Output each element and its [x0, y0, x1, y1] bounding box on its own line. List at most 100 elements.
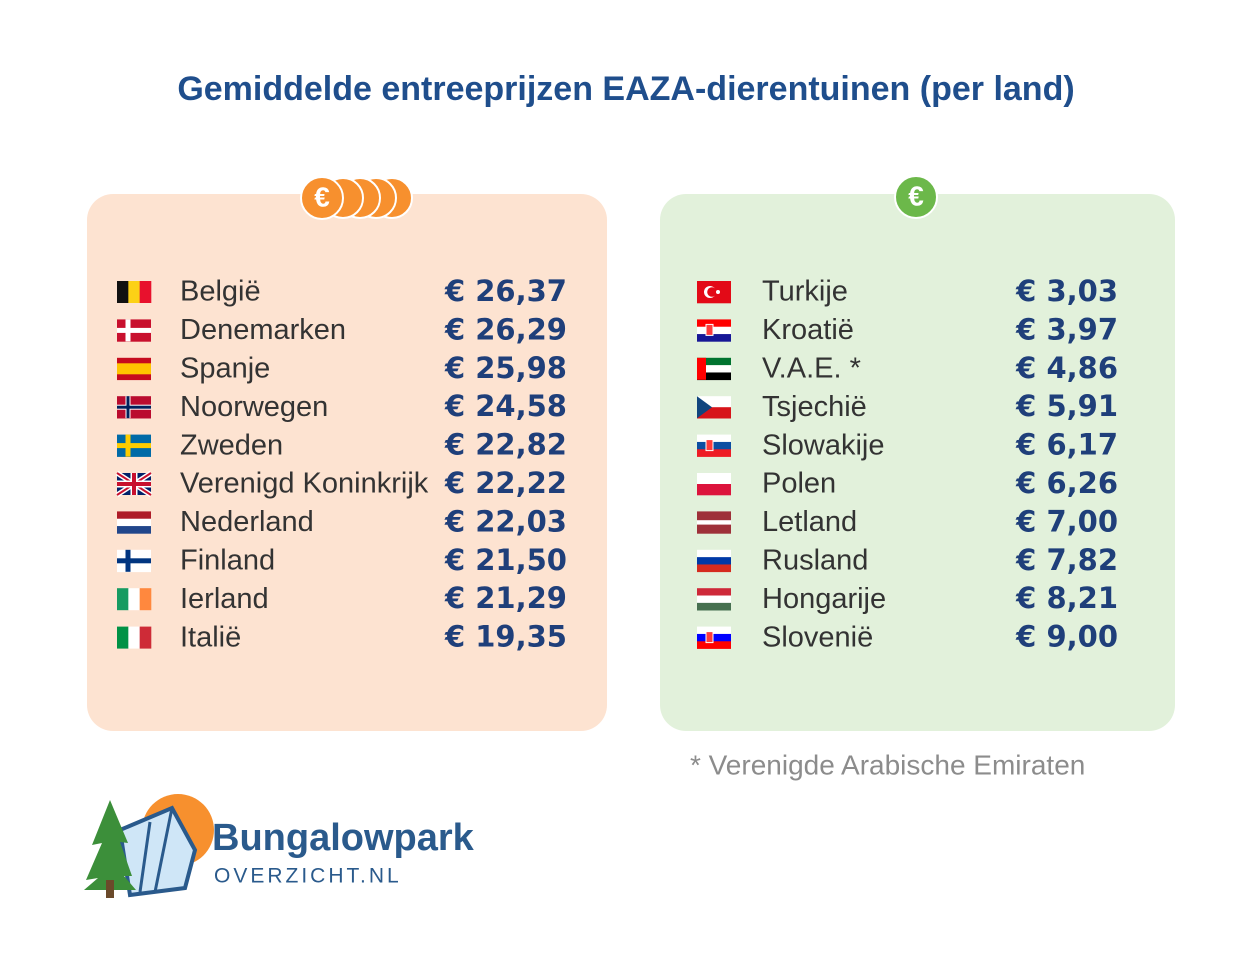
- flag: [697, 434, 731, 457]
- flag-part: [697, 520, 731, 525]
- flag-part: [117, 327, 151, 333]
- price: € 21,29: [444, 581, 567, 615]
- price: € 22,82: [444, 428, 567, 462]
- flag: [117, 319, 151, 342]
- flag: [117, 511, 151, 534]
- flag-part: [697, 396, 712, 419]
- price: € 21,50: [444, 543, 567, 577]
- flag-part: [128, 626, 140, 649]
- flag: [697, 549, 731, 573]
- country-name: Slovenië: [762, 621, 873, 653]
- flag-part: [697, 633, 731, 642]
- country-name: Spanje: [180, 352, 270, 384]
- flag-part: [117, 526, 151, 534]
- price: € 7,00: [1015, 504, 1118, 538]
- price: € 19,35: [444, 620, 567, 654]
- country-name: Hongarije: [762, 583, 886, 615]
- flag-part: [697, 334, 731, 342]
- country-name: Letland: [762, 506, 857, 538]
- left-panel: [87, 194, 607, 731]
- price: € 24,58: [444, 389, 567, 423]
- flag-part: [697, 557, 731, 565]
- flag-part: [128, 588, 140, 611]
- flag-part: [117, 374, 151, 381]
- flag: [697, 588, 731, 611]
- flag: [115, 470, 153, 498]
- flag-part: [697, 515, 731, 521]
- country-name: Turkije: [762, 276, 848, 308]
- footnote: * Verenigde Arabische Emiraten: [690, 749, 1085, 780]
- flag: [697, 396, 731, 419]
- flag: [697, 319, 731, 342]
- price: € 6,17: [1015, 428, 1118, 462]
- flag-part: [117, 588, 129, 611]
- flag-part: [697, 434, 731, 443]
- price: € 5,91: [1015, 389, 1118, 423]
- title: Gemiddelde entreeprijzen EAZA-dierentuin…: [177, 70, 1074, 108]
- flag-part: [697, 524, 731, 530]
- flag: [117, 281, 152, 303]
- flag-part: [117, 511, 151, 520]
- flag-part: [697, 357, 731, 366]
- flag: [117, 434, 151, 457]
- flag-part: [117, 357, 151, 364]
- flag-part: [117, 368, 151, 375]
- country-name: Zweden: [180, 429, 283, 461]
- flag-part: [697, 602, 731, 611]
- country-name: V.A.E. *: [762, 352, 861, 384]
- flag-part: [707, 287, 717, 297]
- coin-stack: [300, 176, 413, 220]
- country-name: Denemarken: [180, 314, 346, 346]
- price: € 22,03: [444, 504, 567, 538]
- flag-part: [697, 484, 731, 496]
- country-name: België: [180, 276, 261, 308]
- price: € 3,97: [1015, 312, 1118, 346]
- flag: [117, 626, 152, 649]
- logo-domain: OVERZICHT.NL: [214, 865, 402, 888]
- coin-icon: €: [314, 181, 330, 212]
- flag: [117, 588, 152, 611]
- flag-part: [697, 319, 731, 328]
- flag-part: [139, 281, 152, 303]
- flag-part: [117, 443, 151, 449]
- flag: [697, 281, 731, 304]
- coin-icon: €: [908, 180, 924, 211]
- flag-part: [117, 558, 151, 564]
- flag-part: [697, 549, 731, 558]
- flag: [697, 511, 731, 534]
- country-name: Italië: [180, 621, 241, 653]
- flag-part: [705, 323, 714, 336]
- flag-part: [697, 441, 731, 450]
- flag-part: [697, 372, 731, 381]
- flag: [117, 396, 151, 419]
- country-name: Finland: [180, 544, 275, 576]
- country-name: Slowakije: [762, 429, 885, 461]
- country-name: Kroatië: [762, 314, 854, 346]
- flag-part: [117, 518, 151, 527]
- price: € 9,00: [1015, 620, 1118, 654]
- logo-mark: [84, 794, 214, 898]
- flag-part: [705, 631, 714, 644]
- logo-name: Bungalowpark: [212, 817, 475, 859]
- flag-part: [716, 290, 720, 294]
- price: € 4,86: [1015, 351, 1118, 385]
- flag-part: [697, 473, 731, 485]
- price: € 25,98: [444, 351, 567, 385]
- flag-part: [697, 326, 731, 335]
- flag-part: [139, 626, 152, 649]
- price: € 22,22: [444, 466, 567, 500]
- flag-part: [117, 363, 151, 370]
- flag-part: [697, 357, 706, 380]
- country-name: Verenigd Koninkrijk: [180, 468, 429, 500]
- flag: [697, 626, 731, 649]
- flag-part: [117, 405, 151, 409]
- price: € 8,21: [1015, 581, 1118, 615]
- flag-part: [697, 407, 731, 419]
- flag-part: [117, 281, 129, 303]
- country-name: Nederland: [180, 506, 314, 538]
- flag-part: [705, 439, 714, 452]
- flag: [117, 357, 151, 381]
- green-coin: [894, 175, 938, 219]
